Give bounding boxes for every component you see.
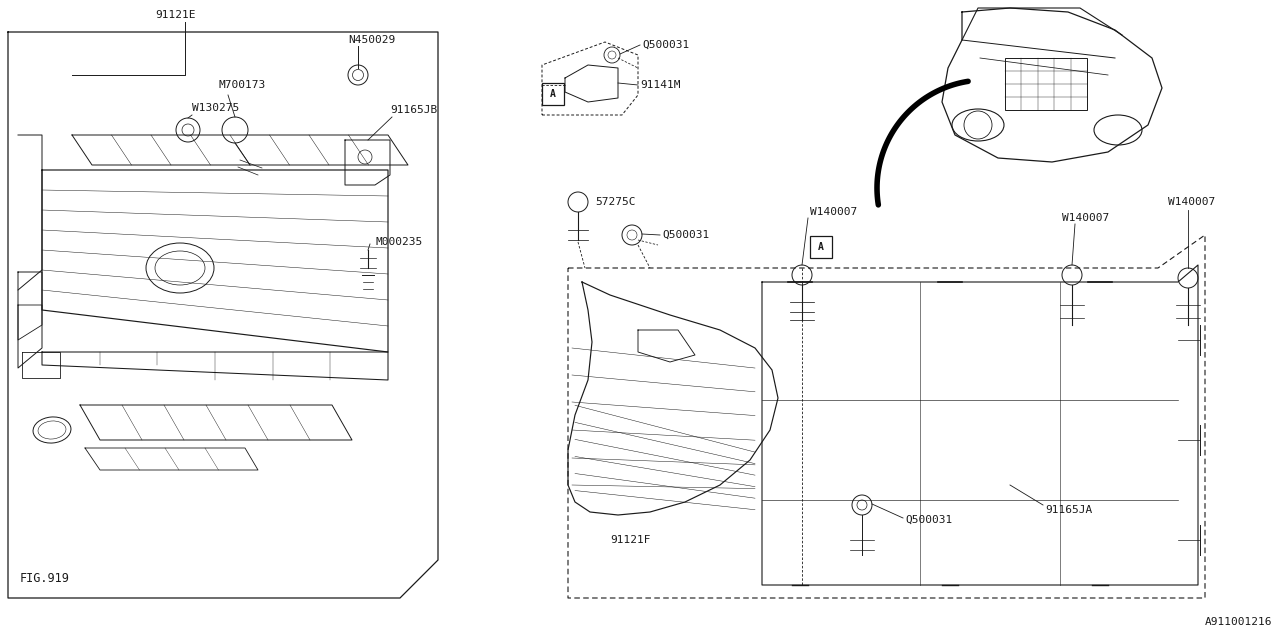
Text: 57275C: 57275C <box>595 197 635 207</box>
Text: FIG.919: FIG.919 <box>20 572 70 584</box>
Text: W140007: W140007 <box>1169 197 1215 207</box>
Text: 91121F: 91121F <box>611 535 650 545</box>
Text: Q500031: Q500031 <box>662 230 709 240</box>
Text: N450029: N450029 <box>348 35 396 45</box>
Text: 91165JB: 91165JB <box>390 105 438 115</box>
Text: Q500031: Q500031 <box>643 40 689 50</box>
FancyBboxPatch shape <box>541 83 564 105</box>
Text: A: A <box>818 242 824 252</box>
Text: A911001216: A911001216 <box>1204 617 1272 627</box>
Text: M700173: M700173 <box>218 80 265 90</box>
Text: M000235: M000235 <box>375 237 422 247</box>
FancyBboxPatch shape <box>810 236 832 258</box>
Text: 91141M: 91141M <box>640 80 681 90</box>
Text: W140007: W140007 <box>810 207 858 217</box>
Text: W140007: W140007 <box>1062 213 1110 223</box>
Text: 91121E: 91121E <box>155 10 196 20</box>
Text: A: A <box>550 89 556 99</box>
Text: W130275: W130275 <box>192 103 239 113</box>
FancyBboxPatch shape <box>1005 58 1087 110</box>
Text: 91165JA: 91165JA <box>1044 505 1092 515</box>
Text: Q500031: Q500031 <box>905 515 952 525</box>
